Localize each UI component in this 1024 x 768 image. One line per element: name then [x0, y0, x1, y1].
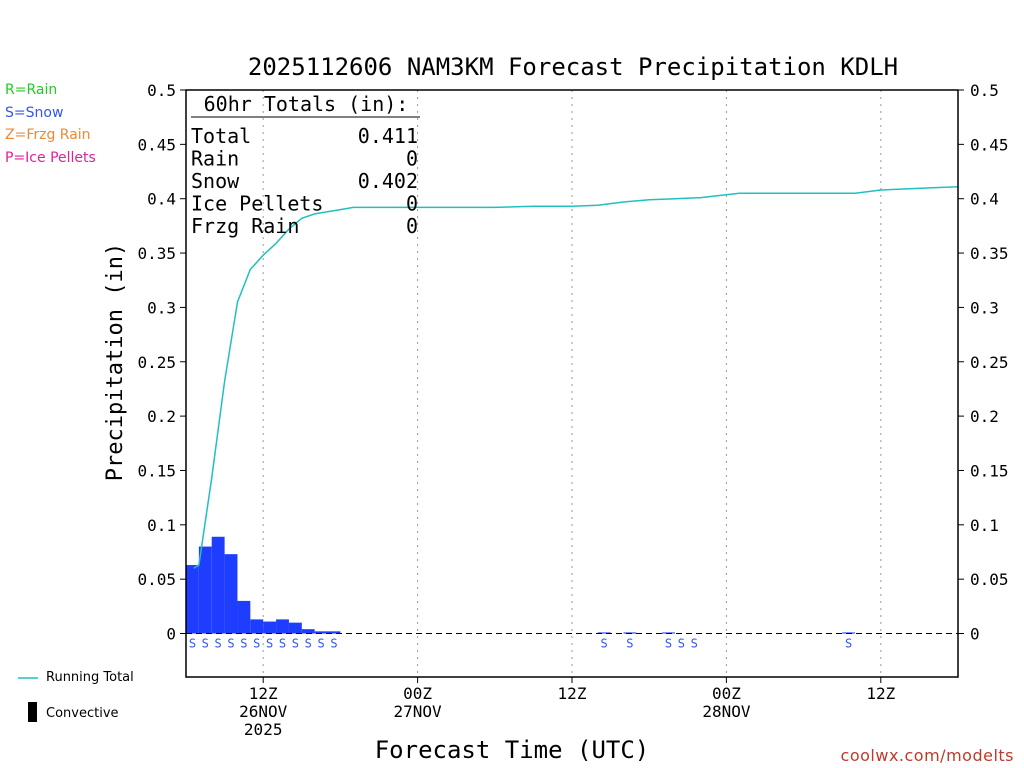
y-tick-label-right: 0.35	[970, 244, 1009, 263]
y-tick-label-left: 0.2	[147, 407, 176, 426]
y-tick-label-right: 0	[970, 625, 980, 644]
ptype-marker: S	[330, 637, 337, 651]
totals-row-value: 0	[406, 192, 418, 216]
y-tick-label-right: 0.15	[970, 461, 1009, 480]
precip-bar	[623, 632, 637, 634]
ptype-marker: S	[678, 637, 685, 651]
ptype-marker: S	[305, 637, 312, 651]
totals-row-label: Frzg Rain	[191, 214, 299, 238]
precip-bar	[250, 619, 264, 634]
totals-box: 60hr Totals (in): Total 0.411 Rain 0 Snow 0.40…	[191, 92, 420, 238]
precip-bar	[662, 632, 675, 634]
y-tick-label-left: 0.35	[137, 244, 176, 263]
totals-row-value: 0	[406, 214, 418, 238]
x-tick-label: 2025	[244, 720, 283, 739]
y-tick-label-right: 0.3	[970, 298, 999, 317]
x-tick-label: 00Z	[403, 684, 432, 703]
precip-bar	[237, 600, 251, 634]
ptype-marker: S	[626, 637, 633, 651]
x-tick-label: 28NOV	[702, 702, 751, 721]
y-tick-label-right: 0.45	[970, 135, 1009, 154]
totals-row-value: 0.411	[358, 124, 418, 148]
precip-bar	[186, 565, 199, 634]
y-tick-label-left: 0.5	[147, 81, 176, 100]
ptype-marker: S	[202, 637, 209, 651]
y-tick-label-right: 0.5	[970, 81, 999, 100]
ptype-marker: S	[266, 637, 273, 651]
convective-legend-label: Convective	[46, 706, 119, 721]
ptype-marker: S	[292, 637, 299, 651]
running-total-legend-label: Running Total	[46, 670, 134, 685]
chart-title: 2025112606 NAM3KM Forecast Precipitation…	[248, 53, 898, 81]
precip-bar	[211, 536, 225, 634]
ptype-marker: S	[240, 637, 247, 651]
y-tick-label-right: 0.2	[970, 407, 999, 426]
running-total-line	[193, 185, 959, 569]
ptype-marker: S	[189, 637, 196, 651]
y-tick-label-right: 0.05	[970, 570, 1009, 589]
y-tick-label-left: 0.4	[147, 190, 176, 209]
y-tick-label-left: 0.05	[137, 570, 176, 589]
ptype-legend-ice: P=Ice Pellets	[5, 150, 96, 166]
y-tick-label-left: 0.15	[137, 461, 176, 480]
y-axis-label: Precipitation (in)	[103, 243, 128, 481]
y-ticks: 0 00.05 0.050.1 0.10.15 0.150.2 0.20.25 0.250.…	[137, 81, 1008, 644]
precip-bar	[597, 632, 611, 634]
y-tick-label-right: 0.1	[970, 516, 999, 535]
totals-row-value: 0.402	[358, 169, 418, 193]
precip-bar	[314, 631, 328, 634]
x-tick-label: 00Z	[712, 684, 741, 703]
ptype-marker: S	[601, 637, 608, 651]
gridlines	[262, 90, 882, 677]
ptype-marker: S	[317, 637, 324, 651]
y-tick-label-left: 0.45	[137, 135, 176, 154]
y-tick-label-right: 0.25	[970, 353, 1009, 372]
ptype-marker: S	[227, 637, 234, 651]
y-tick-label-left: 0.3	[147, 298, 176, 317]
totals-row-label: Snow	[191, 169, 240, 193]
ptype-marker: S	[665, 637, 672, 651]
ptype-legend-rain: R=Rain	[5, 82, 58, 98]
x-tick-label: 26NOV	[239, 702, 288, 721]
ptype-marker: S	[691, 637, 698, 651]
ptype-legend-frzg: Z=Frzg Rain	[5, 127, 91, 143]
y-tick-label-left: 0.1	[147, 516, 176, 535]
x-tick-label: 12Z	[249, 684, 278, 703]
x-tick-label: 12Z	[558, 684, 587, 703]
y-tick-label-right: 0.4	[970, 190, 999, 209]
totals-row-value: 0	[406, 147, 418, 171]
precip-bar	[276, 619, 289, 634]
precip-bar	[263, 621, 277, 634]
precip-bar	[327, 631, 341, 634]
ptype-marker: S	[845, 637, 852, 651]
precip-bar	[198, 546, 212, 634]
credit-link[interactable]: coolwx.com/modelts	[840, 746, 1014, 765]
convective-bars	[186, 536, 856, 634]
x-tick-label: 27NOV	[394, 702, 443, 721]
ptype-marker: S	[279, 637, 286, 651]
totals-row-label: Total	[191, 124, 251, 148]
precip-bar	[842, 632, 856, 634]
precip-bar	[224, 554, 238, 634]
totals-row-label: Rain	[191, 147, 239, 171]
totals-header: 60hr Totals (in):	[204, 92, 409, 116]
ptype-marker: S	[253, 637, 260, 651]
precip-bar	[288, 622, 302, 634]
ptype-legend-snow: S=Snow	[5, 105, 64, 121]
totals-row-label: Ice Pellets	[191, 192, 323, 216]
convective-legend-swatch	[28, 702, 37, 722]
y-tick-label-left: 0.25	[137, 353, 176, 372]
x-tick-label: 12Z	[866, 684, 895, 703]
x-axis-label: Forecast Time (UTC)	[375, 736, 650, 764]
ptype-marker: S	[215, 637, 222, 651]
precip-bar	[301, 629, 315, 634]
y-tick-label-left: 0	[166, 625, 176, 644]
